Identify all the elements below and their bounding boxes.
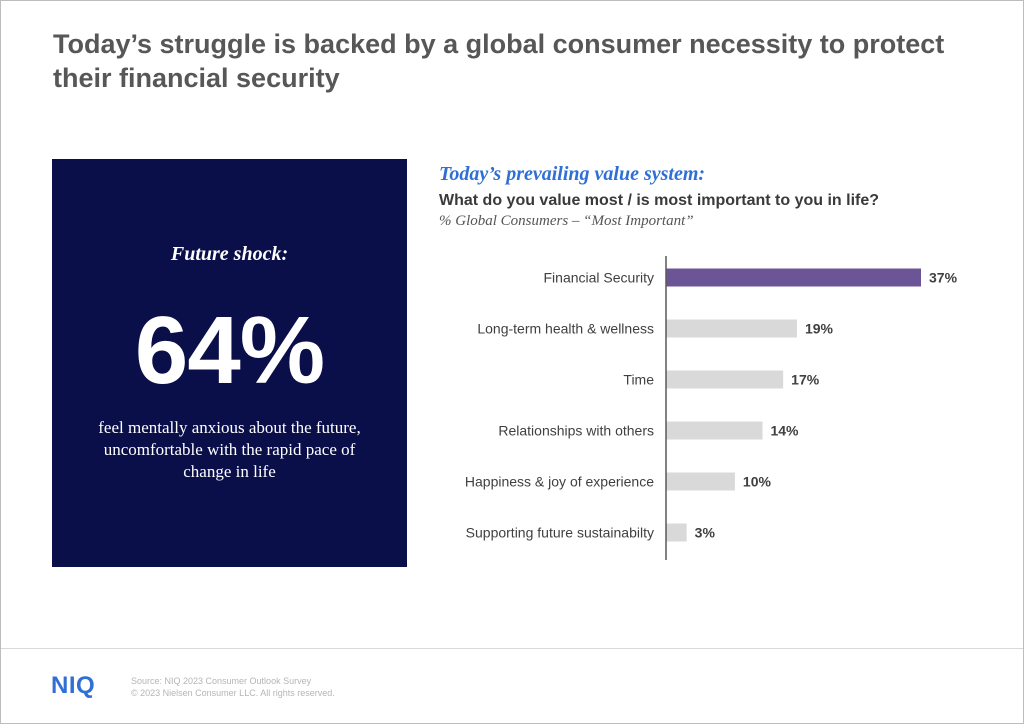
page-title: Today’s struggle is backed by a global c… bbox=[53, 29, 945, 93]
category-label: Time bbox=[623, 372, 654, 388]
data-label: 3% bbox=[695, 525, 716, 541]
bar bbox=[666, 370, 784, 389]
category-label: Financial Security bbox=[544, 270, 655, 286]
footer-divider bbox=[1, 648, 1023, 649]
source-note: Source: NIQ 2023 Consumer Outlook Survey bbox=[131, 676, 312, 686]
data-label: 10% bbox=[743, 474, 772, 490]
bar-chart: Financial Security 37% Long-term health & … bbox=[465, 256, 958, 560]
data-label: 19% bbox=[805, 321, 834, 337]
chart-subtitle: % Global Consumers – “Most Important” bbox=[439, 213, 694, 229]
niq-logo: NIQ bbox=[51, 672, 96, 699]
stat-panel: Future shock: 64% feel mentally anxious … bbox=[52, 159, 407, 567]
chart-heading: Today’s prevailing value system: bbox=[439, 163, 706, 185]
data-label: 17% bbox=[791, 372, 820, 388]
chart-question: What do you value most / is most importa… bbox=[439, 192, 880, 209]
stat-value: 64% bbox=[134, 297, 325, 404]
bar bbox=[666, 472, 735, 491]
category-label: Supporting future sustainabilty bbox=[466, 525, 654, 541]
category-label: Relationships with others bbox=[498, 423, 654, 439]
bar bbox=[666, 421, 763, 440]
category-label: Happiness & joy of experience bbox=[465, 474, 654, 490]
bar bbox=[666, 268, 921, 287]
bar bbox=[666, 319, 797, 338]
copyright-note: © 2023 Nielsen Consumer LLC. All rights … bbox=[131, 688, 335, 698]
bar bbox=[666, 523, 687, 542]
stat-description: feel mentally anxious about the future, … bbox=[98, 418, 361, 481]
category-label: Long-term health & wellness bbox=[477, 321, 654, 337]
stat-label: Future shock: bbox=[170, 243, 289, 265]
data-label: 37% bbox=[929, 270, 958, 286]
data-label: 14% bbox=[770, 423, 799, 439]
